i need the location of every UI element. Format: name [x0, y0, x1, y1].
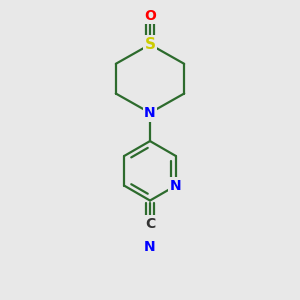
Text: O: O	[144, 9, 156, 23]
Text: S: S	[145, 37, 155, 52]
Text: N: N	[144, 240, 156, 254]
Text: C: C	[145, 217, 155, 231]
Text: N: N	[170, 179, 182, 193]
Text: N: N	[144, 106, 156, 120]
